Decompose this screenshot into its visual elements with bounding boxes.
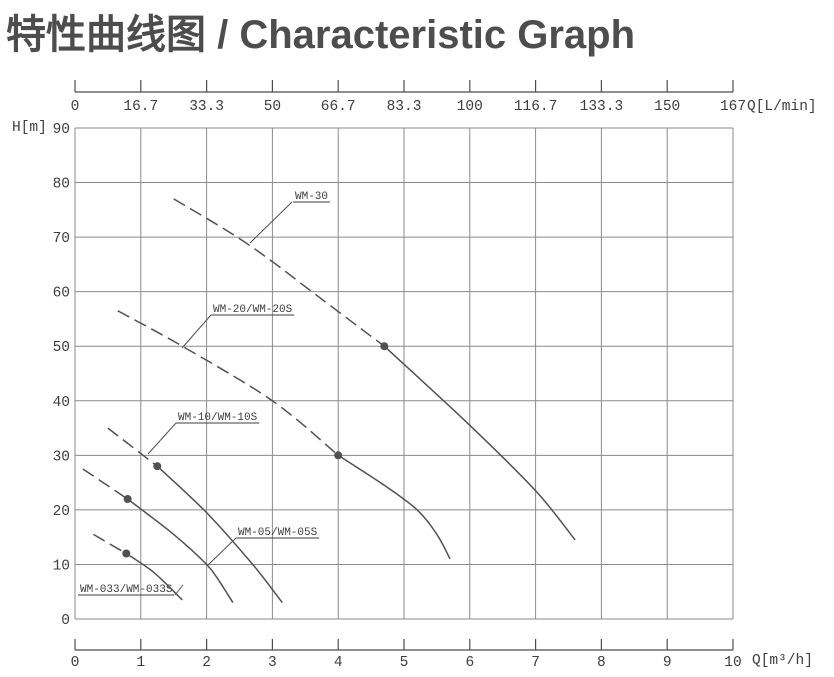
bottom-axis-tick-label: 5 bbox=[400, 655, 409, 671]
rated-point-wm-10-wm-10s bbox=[153, 462, 162, 471]
curve-dashed-wm-20-wm-20s bbox=[117, 310, 339, 456]
bottom-axis-tick-label: 10 bbox=[724, 655, 741, 671]
top-axis-tick-label: 150 bbox=[654, 99, 680, 115]
y-axis-tick-label: 50 bbox=[53, 340, 70, 356]
top-axis-tick-label: 83.3 bbox=[387, 99, 422, 115]
y-axis-tick-label: 60 bbox=[53, 286, 70, 302]
curve-label-wm-05-wm-05s: WM-05/WM-05S bbox=[238, 527, 318, 539]
curve-label-leader-wm-20-wm-20s bbox=[181, 314, 212, 349]
bottom-axis-tick-label: 7 bbox=[531, 655, 540, 671]
y-axis-tick-label: 20 bbox=[53, 504, 70, 520]
curve-solid-wm-30 bbox=[383, 345, 576, 541]
bottom-axis-tick-label: 4 bbox=[334, 655, 343, 671]
curve-label-leader-wm-05-wm-05s bbox=[206, 537, 237, 567]
curve-label-leader-wm-30 bbox=[249, 201, 293, 244]
curve-dashed-wm-10-wm-10s bbox=[107, 427, 158, 467]
top-axis-tick-label: 66.7 bbox=[321, 99, 356, 115]
curve-label-wm-20-wm-20s: WM-20/WM-20S bbox=[213, 304, 293, 316]
rated-point-wm-20-wm-20s bbox=[334, 451, 343, 460]
curve-label-leader-wm-033-wm-033s bbox=[174, 584, 184, 596]
page-title: 特性曲线图 / Characteristic Graph bbox=[6, 13, 636, 57]
curve-solid-wm-20-wm-20s bbox=[337, 454, 451, 560]
curve-dashed-wm-033-wm-033s bbox=[93, 533, 127, 555]
curve-solid-wm-10-wm-10s bbox=[156, 465, 283, 604]
y-axis-tick-label: 0 bbox=[61, 613, 70, 629]
curve-label-wm-10-wm-10s: WM-10/WM-10S bbox=[178, 412, 258, 424]
rated-point-wm-05-wm-05s bbox=[123, 495, 132, 503]
curve-dashed-wm-30 bbox=[173, 198, 385, 347]
top-axis-tick-label: 33.3 bbox=[189, 99, 224, 115]
top-axis-tick-label: 133.3 bbox=[580, 99, 624, 115]
curve-label-wm-30: WM-30 bbox=[295, 191, 328, 203]
bottom-axis-tick-label: 3 bbox=[268, 655, 277, 671]
top-axis-tick-label: 0 bbox=[71, 99, 80, 115]
top-axis-tick-label: 167 bbox=[720, 99, 746, 115]
y-axis-tick-label: 90 bbox=[53, 122, 70, 138]
top-axis-tick-label: 100 bbox=[457, 99, 483, 115]
y-axis-tick-label: 80 bbox=[53, 177, 70, 193]
curve-label-wm-033-wm-033s: WM-033/WM-033S bbox=[80, 584, 173, 596]
curve-layer: WM-30 WM-20/WM-20S WM-10/WM-10S WM-05/WM-05… bbox=[78, 191, 576, 604]
bottom-axis-tick-label: 8 bbox=[597, 655, 606, 671]
bottom-axis-tick-label: 6 bbox=[465, 655, 474, 671]
bottom-axis-tick-label: 1 bbox=[136, 655, 145, 671]
top-axis-tick-label: 16.7 bbox=[123, 99, 158, 115]
y-axis-tick-label: 70 bbox=[53, 231, 70, 247]
curve-solid-wm-05-wm-05s bbox=[127, 498, 234, 604]
curve-dashed-wm-05-wm-05s bbox=[82, 468, 129, 500]
y-axis-tick-label: 30 bbox=[53, 449, 70, 465]
rated-point-wm-30 bbox=[380, 342, 389, 351]
y-axis-tick-label: 10 bbox=[53, 558, 70, 574]
top-axis-unit-label: Q[L/min] bbox=[747, 99, 817, 115]
bottom-axis-tick-label: 0 bbox=[71, 655, 80, 671]
top-axis-tick-label: 116.7 bbox=[514, 99, 558, 115]
top-axis-tick-label: 50 bbox=[264, 99, 281, 115]
bottom-axis-tick-label: 9 bbox=[663, 655, 672, 671]
grid-layer bbox=[74, 127, 734, 620]
curve-label-leader-wm-10-wm-10s bbox=[147, 422, 177, 455]
bottom-axis-unit-label: Q[m³/h] bbox=[752, 653, 813, 669]
bottom-axis-tick-label: 2 bbox=[202, 655, 211, 671]
y-axis-unit-label: H[m] bbox=[12, 120, 47, 136]
y-axis-tick-label: 40 bbox=[53, 395, 70, 411]
rated-point-wm-033-wm-033s bbox=[122, 549, 131, 558]
